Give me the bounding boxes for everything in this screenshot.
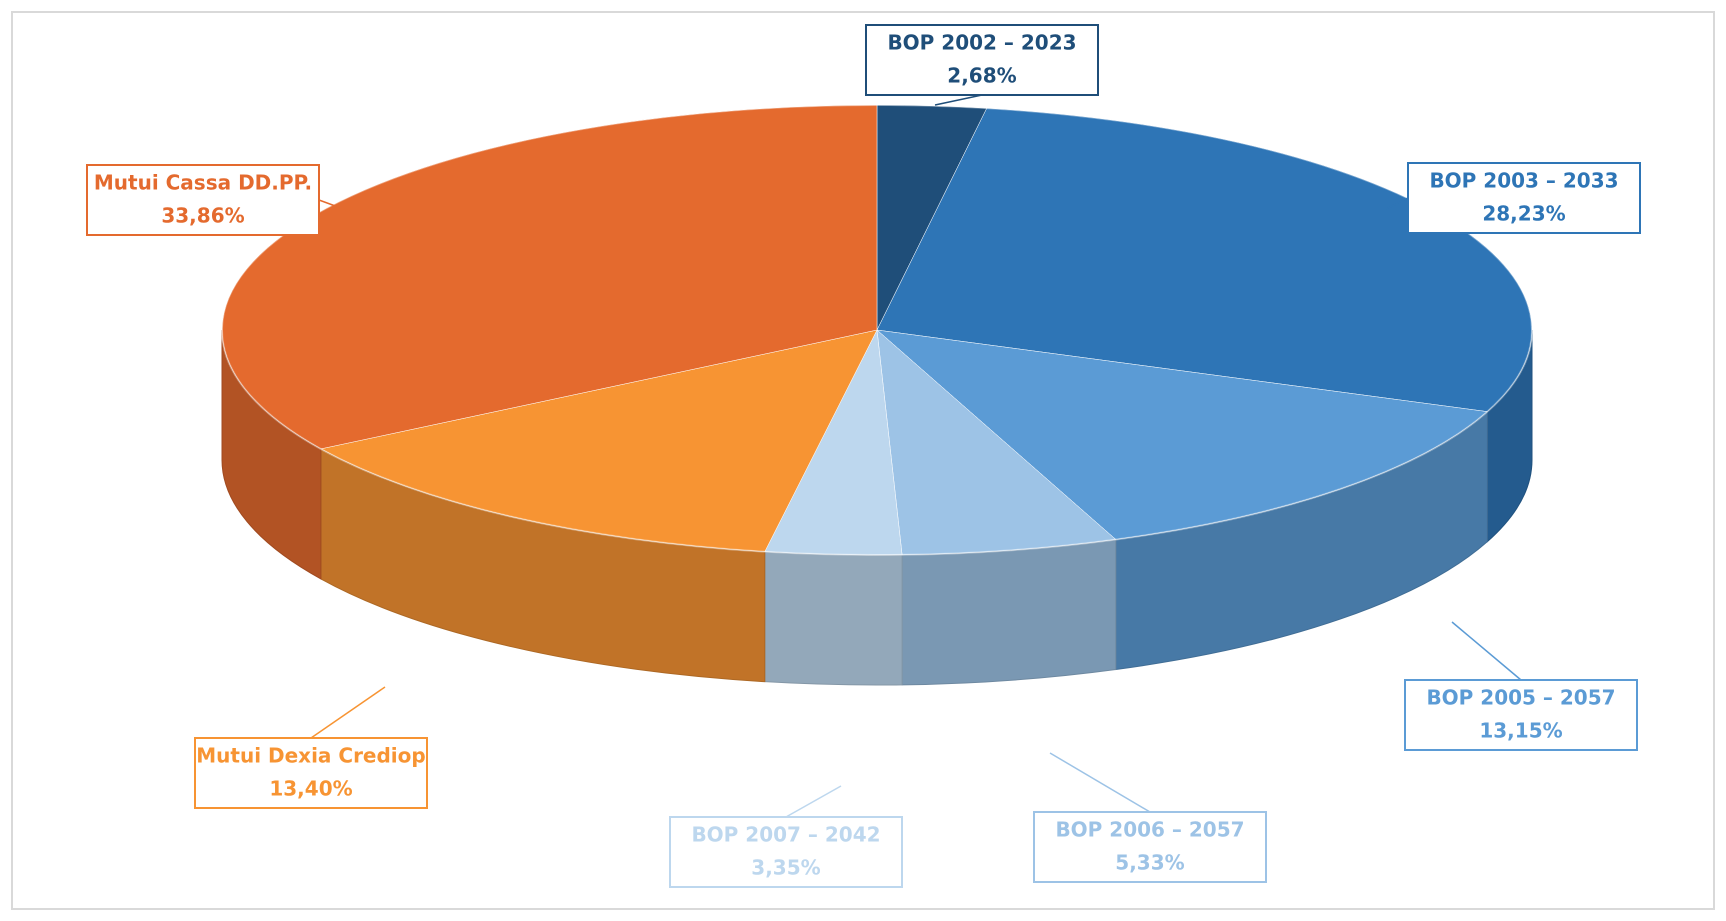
leader-line [1451,621,1522,681]
label-value: 13,15% [1479,719,1562,743]
label-box [1033,811,1267,883]
label-box [1407,162,1641,234]
slice-side [901,538,1117,686]
label-name: BOP 2007 – 2042 [691,823,880,847]
leader-line [785,785,842,818]
label-box [669,816,903,888]
data-labels: BOP 2002 – 2023 2,68% BOP 2003 – 2033 28,23… [86,24,1641,888]
leader-line [1385,197,1409,210]
label-value: 3,35% [751,856,820,880]
label-name: Mutui Dexia Crediop [196,744,425,768]
pie-tops [221,104,1533,556]
label-name: BOP 2002 – 2023 [887,31,1076,55]
leader-line [310,686,386,739]
slice [876,329,1488,540]
leader-line [318,199,358,215]
label-value: 28,23% [1482,202,1565,226]
label-name: BOP 2003 – 2033 [1429,169,1618,193]
leader-line [1049,752,1151,813]
label-name: BOP 2006 – 2057 [1055,818,1244,842]
label-value: 13,40% [269,777,352,801]
label-box [86,164,320,236]
label-value: 33,86% [161,204,244,228]
slice [876,329,1117,556]
label-name: Mutui Cassa DD.PP. [94,171,312,195]
label-box [865,24,1099,96]
leader-line [934,94,983,106]
label-box [194,737,428,809]
label-box [1404,679,1638,751]
slice [320,329,878,552]
label-name: BOP 2005 – 2057 [1426,686,1615,710]
pie-rim [221,104,1533,556]
pie-sides [221,329,1533,686]
slice-side [764,551,903,686]
label-value: 5,33% [1115,851,1184,875]
label-value: 2,68% [947,64,1016,88]
